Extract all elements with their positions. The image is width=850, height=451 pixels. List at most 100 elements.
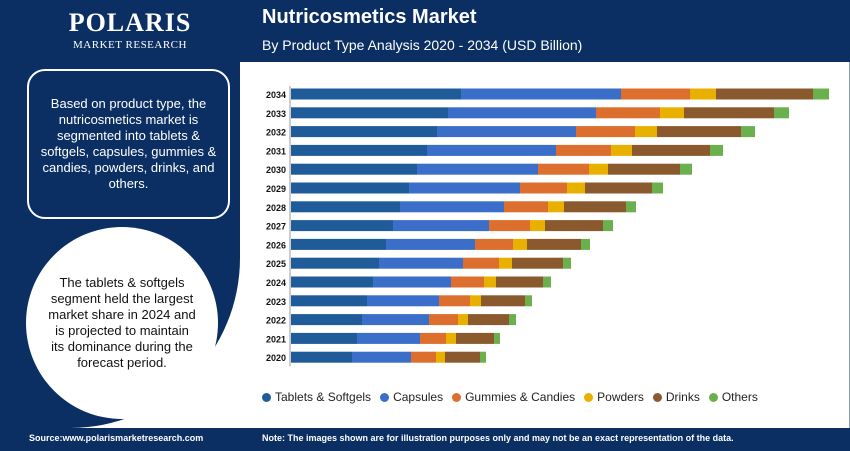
- legend-label: Drinks: [665, 390, 700, 404]
- y-tick-label-2030: 2030: [266, 165, 286, 175]
- legend-label: Gummies & Candies: [465, 390, 576, 404]
- bar-2021-powders: [446, 332, 456, 344]
- bar-2022-gummies-candies: [429, 314, 458, 326]
- bar-2032-powders: [635, 126, 657, 138]
- bar-2024-gummies-candies: [451, 276, 484, 288]
- legend-label: Capsules: [393, 390, 444, 404]
- legend-item-powders: Powders: [584, 390, 644, 404]
- bar-2021-capsules: [357, 332, 420, 344]
- brand-tagline: MARKET RESEARCH: [73, 39, 187, 51]
- legend-swatch: [708, 392, 718, 402]
- bar-2031-others: [710, 144, 723, 156]
- legend-swatch: [262, 392, 271, 402]
- bar-2027-capsules: [393, 220, 489, 232]
- bar-2027-gummies-candies: [489, 220, 530, 232]
- bar-2025-drinks: [512, 257, 563, 269]
- bar-2021-tablets-softgels: [291, 332, 357, 344]
- bar-2030-gummies-candies: [538, 163, 589, 175]
- bar-2021-others: [494, 332, 500, 344]
- bar-2027-others: [603, 220, 613, 232]
- bar-2025-powders: [499, 257, 512, 269]
- bar-2028-capsules: [400, 201, 504, 213]
- y-tick-label-2021: 2021: [266, 334, 286, 344]
- segment-info-box: Based on product type, the nutricosmetic…: [27, 69, 230, 219]
- bar-2028-powders: [548, 201, 564, 213]
- bar-2029-others: [652, 182, 663, 194]
- legend-label: Tablets & Softgels: [275, 390, 372, 404]
- bar-2031-tablets-softgels: [291, 144, 427, 156]
- bar-2029-powders: [567, 182, 585, 194]
- bar-2025-gummies-candies: [463, 257, 499, 269]
- bar-2031-capsules: [427, 144, 556, 156]
- bar-2029-tablets-softgels: [291, 182, 409, 194]
- bar-2033-powders: [660, 107, 684, 119]
- y-tick-label-2022: 2022: [266, 316, 286, 326]
- bar-2027-drinks: [545, 220, 603, 232]
- bar-2020-powders: [436, 351, 445, 363]
- bar-2030-tablets-softgels: [291, 163, 417, 175]
- bar-2024-others: [543, 276, 551, 288]
- bar-2022-others: [509, 314, 516, 326]
- bar-2034-capsules: [461, 88, 621, 100]
- bar-2032-gummies-candies: [576, 126, 635, 138]
- brand-logo: POLARIS: [68, 8, 192, 37]
- y-tick-label-2026: 2026: [266, 240, 286, 250]
- y-tick-label-2028: 2028: [266, 203, 286, 213]
- bar-2032-tablets-softgels: [291, 126, 437, 138]
- bar-2020-gummies-candies: [411, 351, 436, 363]
- bar-2029-drinks: [585, 182, 652, 194]
- bar-2023-drinks: [481, 295, 525, 307]
- bar-2023-capsules: [367, 295, 439, 307]
- bar-2022-capsules: [362, 314, 429, 326]
- bar-2026-gummies-candies: [475, 238, 513, 250]
- bar-2034-tablets-softgels: [291, 88, 461, 100]
- bar-2030-powders: [589, 163, 608, 175]
- legend-item-others: Others: [708, 390, 758, 404]
- bar-2024-tablets-softgels: [291, 276, 373, 288]
- footer-note: Note: The images shown are for illustrat…: [262, 433, 734, 443]
- bar-2032-others: [741, 126, 755, 138]
- bar-2033-capsules: [448, 107, 596, 119]
- legend-swatch: [452, 392, 462, 402]
- bar-2021-gummies-candies: [420, 332, 446, 344]
- legend-swatch: [584, 392, 594, 402]
- bar-2030-capsules: [417, 163, 538, 175]
- legend-label: Others: [721, 390, 758, 404]
- bar-2020-others: [480, 351, 486, 363]
- y-tick-label-2024: 2024: [266, 278, 286, 288]
- bar-2033-drinks: [684, 107, 774, 119]
- legend-label: Powders: [597, 390, 644, 404]
- bar-2022-tablets-softgels: [291, 314, 362, 326]
- bar-2026-drinks: [527, 238, 581, 250]
- bar-2027-tablets-softgels: [291, 220, 393, 232]
- bar-2034-drinks: [716, 88, 813, 100]
- bar-2023-gummies-candies: [439, 295, 470, 307]
- y-tick-label-2025: 2025: [266, 259, 286, 269]
- bar-2028-gummies-candies: [504, 201, 548, 213]
- highlight-text: The tablets & softgels segment held the …: [48, 275, 196, 370]
- bar-2024-drinks: [496, 276, 543, 288]
- bar-2023-powders: [470, 295, 481, 307]
- legend-swatch: [380, 392, 390, 402]
- bar-2026-capsules: [386, 238, 475, 250]
- legend-item-gummies-candies: Gummies & Candies: [452, 390, 575, 404]
- bar-2022-drinks: [468, 314, 509, 326]
- legend-swatch: [652, 392, 662, 402]
- y-tick-label-2034: 2034: [266, 90, 286, 100]
- legend-item-capsules: Capsules: [380, 390, 443, 404]
- bar-2025-capsules: [379, 257, 463, 269]
- bar-2034-gummies-candies: [621, 88, 690, 100]
- bar-2027-powders: [530, 220, 545, 232]
- bar-2034-powders: [690, 88, 716, 100]
- legend-item-drinks: Drinks: [652, 390, 700, 404]
- bar-2034-others: [813, 88, 829, 100]
- bar-2023-others: [525, 295, 532, 307]
- bar-2031-powders: [611, 144, 632, 156]
- footer-band: [0, 428, 850, 451]
- bar-2033-others: [774, 107, 789, 119]
- y-tick-label-2023: 2023: [266, 297, 286, 307]
- highlight-circle: The tablets & softgels segment held the …: [26, 227, 218, 419]
- y-tick-label-2031: 2031: [266, 146, 286, 156]
- y-tick-label-2033: 2033: [266, 109, 286, 119]
